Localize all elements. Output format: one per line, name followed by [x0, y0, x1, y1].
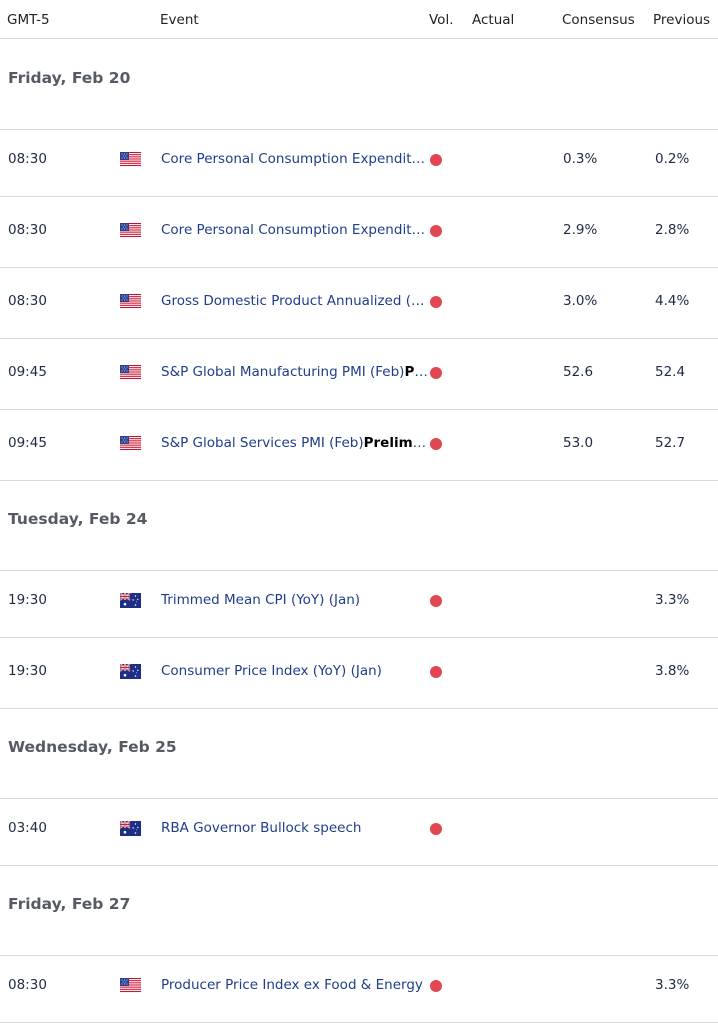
actual-column-header: Actual [472, 12, 515, 28]
event-row[interactable]: 08:30 Core Personal Consumption Expendit… [0, 196, 718, 268]
volatility-high-icon [430, 823, 442, 835]
volatility-high-icon [430, 296, 442, 308]
day-header: Wednesday, Feb 25 [0, 708, 718, 799]
event-time: 08:30 [8, 293, 47, 309]
consensus-value: 2.9% [563, 222, 598, 238]
event-name-tag: Preliminary [404, 364, 429, 380]
previous-value: 3.3% [655, 592, 690, 608]
consensus-value: 53.0 [563, 435, 594, 451]
us-flag-icon [120, 365, 141, 380]
event-name-link[interactable]: Consumer Price Index (YoY) (Jan) [161, 663, 429, 679]
event-row[interactable]: 19:30 Trimmed Mean CPI (YoY) (Jan) 3.3% [0, 566, 718, 638]
event-name: S&P Global Manufacturing PMI (Feb) [161, 364, 405, 380]
us-flag-icon [120, 294, 141, 309]
event-name-link[interactable]: Producer Price Index ex Food & Energy [161, 977, 429, 993]
day-label: Friday, Feb 20 [8, 69, 131, 87]
volatility-high-icon [430, 438, 442, 450]
event-time: 19:30 [8, 592, 47, 608]
consensus-value: 52.6 [563, 364, 594, 380]
us-flag-icon [120, 223, 141, 238]
event-name-link[interactable]: Core Personal Consumption Expenditures [161, 222, 429, 238]
previous-value: 52.4 [655, 364, 686, 380]
event-name: Gross Domestic Product Annualized (QoQ) [161, 293, 429, 309]
consensus-value: 0.3% [563, 151, 598, 167]
consensus-value: 3.0% [563, 293, 598, 309]
volatility-high-icon [430, 666, 442, 678]
event-name-link[interactable]: Core Personal Consumption Expenditures [161, 151, 429, 167]
us-flag-icon [120, 152, 141, 167]
event-time: 08:30 [8, 151, 47, 167]
event-name: S&P Global Services PMI (Feb) [161, 435, 364, 451]
volatility-high-icon [430, 595, 442, 607]
event-name: Core Personal Consumption Expenditures [161, 222, 429, 238]
au-flag-icon [120, 664, 141, 679]
event-name: Core Personal Consumption Expenditures [161, 151, 429, 167]
volatility-high-icon [430, 980, 442, 992]
calendar-header: GMT-5 Event Vol. Actual Consensus Previo… [0, 0, 718, 39]
au-flag-icon [120, 821, 141, 836]
event-row[interactable]: 19:30 Consumer Price Index (YoY) (Jan) 3… [0, 637, 718, 709]
au-flag-icon [120, 593, 141, 608]
event-row[interactable]: 08:30 Core Personal Consumption Expendit… [0, 125, 718, 197]
event-time: 08:30 [8, 977, 47, 993]
event-name: RBA Governor Bullock speech [161, 820, 362, 836]
event-time: 09:45 [8, 364, 47, 380]
event-name-link[interactable]: S&P Global Manufacturing PMI (Feb)Prelim… [161, 364, 429, 380]
event-name-link[interactable]: S&P Global Services PMI (Feb)Preliminary [161, 435, 429, 451]
previous-value: 2.8% [655, 222, 690, 238]
previous-value: 4.4% [655, 293, 690, 309]
event-time: 19:30 [8, 663, 47, 679]
volatility-high-icon [430, 367, 442, 379]
previous-value: 3.8% [655, 663, 690, 679]
event-row[interactable]: 09:45 S&P Global Manufacturing PMI (Feb)… [0, 338, 718, 410]
day-label: Tuesday, Feb 24 [8, 510, 148, 528]
us-flag-icon [120, 978, 141, 993]
timezone-label[interactable]: GMT-5 [7, 12, 50, 28]
event-name-tag: Preliminary [363, 435, 429, 451]
event-name-link[interactable]: Trimmed Mean CPI (YoY) (Jan) [161, 592, 429, 608]
event-name-link[interactable]: Gross Domestic Product Annualized (QoQ) [161, 293, 429, 309]
consensus-column-header: Consensus [562, 12, 635, 28]
previous-value: 3.3% [655, 977, 690, 993]
previous-value: 52.7 [655, 435, 686, 451]
event-row[interactable]: 08:30 Producer Price Index ex Food & Ene… [0, 951, 718, 1023]
day-label: Wednesday, Feb 25 [8, 738, 177, 756]
volatility-high-icon [430, 154, 442, 166]
day-header: Tuesday, Feb 24 [0, 480, 718, 571]
previous-column-header: Previous [653, 12, 711, 28]
vol-column-header: Vol. [429, 12, 454, 28]
event-time: 03:40 [8, 820, 47, 836]
event-time: 08:30 [8, 222, 47, 238]
event-name: Trimmed Mean CPI (YoY) (Jan) [161, 592, 361, 608]
day-header: Friday, Feb 20 [0, 39, 718, 130]
event-row[interactable]: 03:40 RBA Governor Bullock speech [0, 794, 718, 866]
day-header: Friday, Feb 27 [0, 865, 718, 956]
event-name-link[interactable]: RBA Governor Bullock speech [161, 820, 429, 836]
us-flag-icon [120, 436, 141, 451]
event-row[interactable]: 08:30 Gross Domestic Product Annualized … [0, 267, 718, 339]
day-label: Friday, Feb 27 [8, 895, 131, 913]
previous-value: 0.2% [655, 151, 690, 167]
event-name: Consumer Price Index (YoY) (Jan) [161, 663, 382, 679]
event-column-header: Event [160, 12, 199, 28]
event-row[interactable]: 09:45 S&P Global Services PMI (Feb)Preli… [0, 409, 718, 481]
event-time: 09:45 [8, 435, 47, 451]
volatility-high-icon [430, 225, 442, 237]
event-name: Producer Price Index ex Food & Energy [161, 977, 423, 993]
